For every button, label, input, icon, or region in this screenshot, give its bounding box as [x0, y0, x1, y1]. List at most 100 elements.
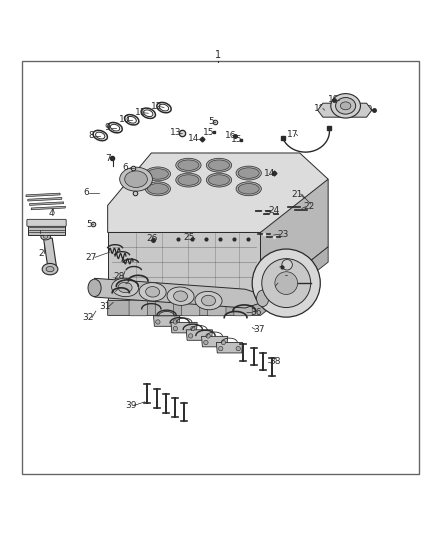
Polygon shape: [186, 330, 212, 340]
Circle shape: [252, 249, 320, 317]
Polygon shape: [29, 202, 64, 205]
FancyBboxPatch shape: [27, 220, 66, 227]
Ellipse shape: [112, 278, 139, 297]
Ellipse shape: [206, 173, 232, 187]
Polygon shape: [95, 278, 263, 308]
Ellipse shape: [146, 287, 159, 297]
FancyBboxPatch shape: [155, 300, 173, 316]
Text: 7: 7: [105, 154, 111, 163]
Text: 6: 6: [122, 163, 128, 172]
Text: 11: 11: [135, 108, 147, 117]
Ellipse shape: [336, 98, 356, 114]
Circle shape: [173, 320, 177, 324]
Ellipse shape: [236, 182, 261, 196]
Ellipse shape: [88, 279, 101, 297]
Text: 2: 2: [38, 249, 44, 258]
Ellipse shape: [120, 167, 152, 191]
Polygon shape: [43, 238, 57, 268]
Polygon shape: [318, 103, 372, 117]
Text: 10: 10: [119, 115, 130, 124]
Ellipse shape: [148, 183, 168, 194]
FancyBboxPatch shape: [129, 300, 148, 316]
Text: 24: 24: [268, 206, 279, 215]
Text: 31: 31: [99, 302, 111, 311]
Polygon shape: [216, 343, 243, 353]
Ellipse shape: [148, 169, 168, 179]
Polygon shape: [153, 316, 180, 326]
Text: 12: 12: [151, 102, 162, 111]
Circle shape: [236, 346, 240, 351]
Text: 26: 26: [146, 233, 157, 243]
Ellipse shape: [139, 282, 166, 301]
Text: 32: 32: [83, 313, 94, 322]
Ellipse shape: [118, 282, 132, 293]
Text: 37: 37: [253, 325, 265, 334]
Text: 30: 30: [117, 279, 128, 288]
Circle shape: [275, 272, 297, 294]
Polygon shape: [26, 193, 60, 197]
Text: 36: 36: [250, 308, 261, 317]
Text: 9: 9: [104, 123, 110, 132]
Text: 8: 8: [88, 131, 94, 140]
Circle shape: [262, 259, 311, 308]
Text: 5: 5: [208, 117, 214, 126]
Ellipse shape: [173, 291, 187, 302]
Ellipse shape: [178, 160, 199, 171]
Circle shape: [282, 260, 292, 270]
Text: 18: 18: [314, 104, 325, 113]
Ellipse shape: [236, 166, 261, 180]
Text: 15: 15: [203, 127, 214, 136]
Polygon shape: [28, 198, 62, 201]
Circle shape: [191, 326, 195, 330]
Text: 21: 21: [291, 190, 303, 198]
Text: 15: 15: [231, 135, 242, 144]
Polygon shape: [171, 322, 197, 333]
Text: 14: 14: [188, 134, 200, 143]
Text: 3: 3: [34, 228, 39, 237]
FancyBboxPatch shape: [234, 300, 252, 316]
Circle shape: [188, 334, 193, 338]
Ellipse shape: [195, 292, 222, 310]
Polygon shape: [108, 232, 261, 301]
Ellipse shape: [257, 290, 269, 306]
Circle shape: [173, 326, 177, 330]
Text: 19: 19: [328, 95, 339, 104]
Ellipse shape: [176, 173, 201, 187]
Ellipse shape: [167, 287, 194, 305]
Ellipse shape: [208, 160, 230, 171]
Polygon shape: [31, 206, 65, 210]
Ellipse shape: [340, 102, 351, 110]
Ellipse shape: [42, 263, 58, 275]
FancyBboxPatch shape: [208, 300, 226, 316]
Text: 35: 35: [266, 281, 278, 290]
Ellipse shape: [43, 235, 48, 238]
Polygon shape: [201, 336, 228, 347]
Polygon shape: [108, 247, 328, 316]
Ellipse shape: [178, 175, 199, 185]
Text: 22: 22: [304, 202, 314, 211]
Text: 14: 14: [265, 168, 276, 177]
Text: 20: 20: [362, 105, 373, 114]
Polygon shape: [261, 179, 328, 301]
Ellipse shape: [46, 266, 54, 272]
Text: 1: 1: [215, 51, 221, 60]
Text: 25: 25: [184, 233, 195, 242]
Text: 16: 16: [225, 131, 237, 140]
Ellipse shape: [176, 158, 201, 172]
Text: 39: 39: [125, 401, 137, 410]
Circle shape: [204, 340, 208, 345]
Ellipse shape: [145, 182, 170, 196]
Text: 34: 34: [276, 271, 287, 280]
Circle shape: [219, 346, 223, 351]
Ellipse shape: [125, 171, 148, 188]
Text: 28: 28: [114, 272, 125, 281]
Circle shape: [221, 340, 226, 345]
Circle shape: [206, 334, 210, 338]
Text: 27: 27: [86, 253, 97, 262]
Ellipse shape: [208, 175, 230, 185]
Text: 17: 17: [287, 130, 299, 139]
Circle shape: [155, 320, 160, 324]
Ellipse shape: [145, 167, 170, 181]
Text: 4: 4: [48, 209, 54, 218]
Text: 29: 29: [106, 287, 118, 296]
